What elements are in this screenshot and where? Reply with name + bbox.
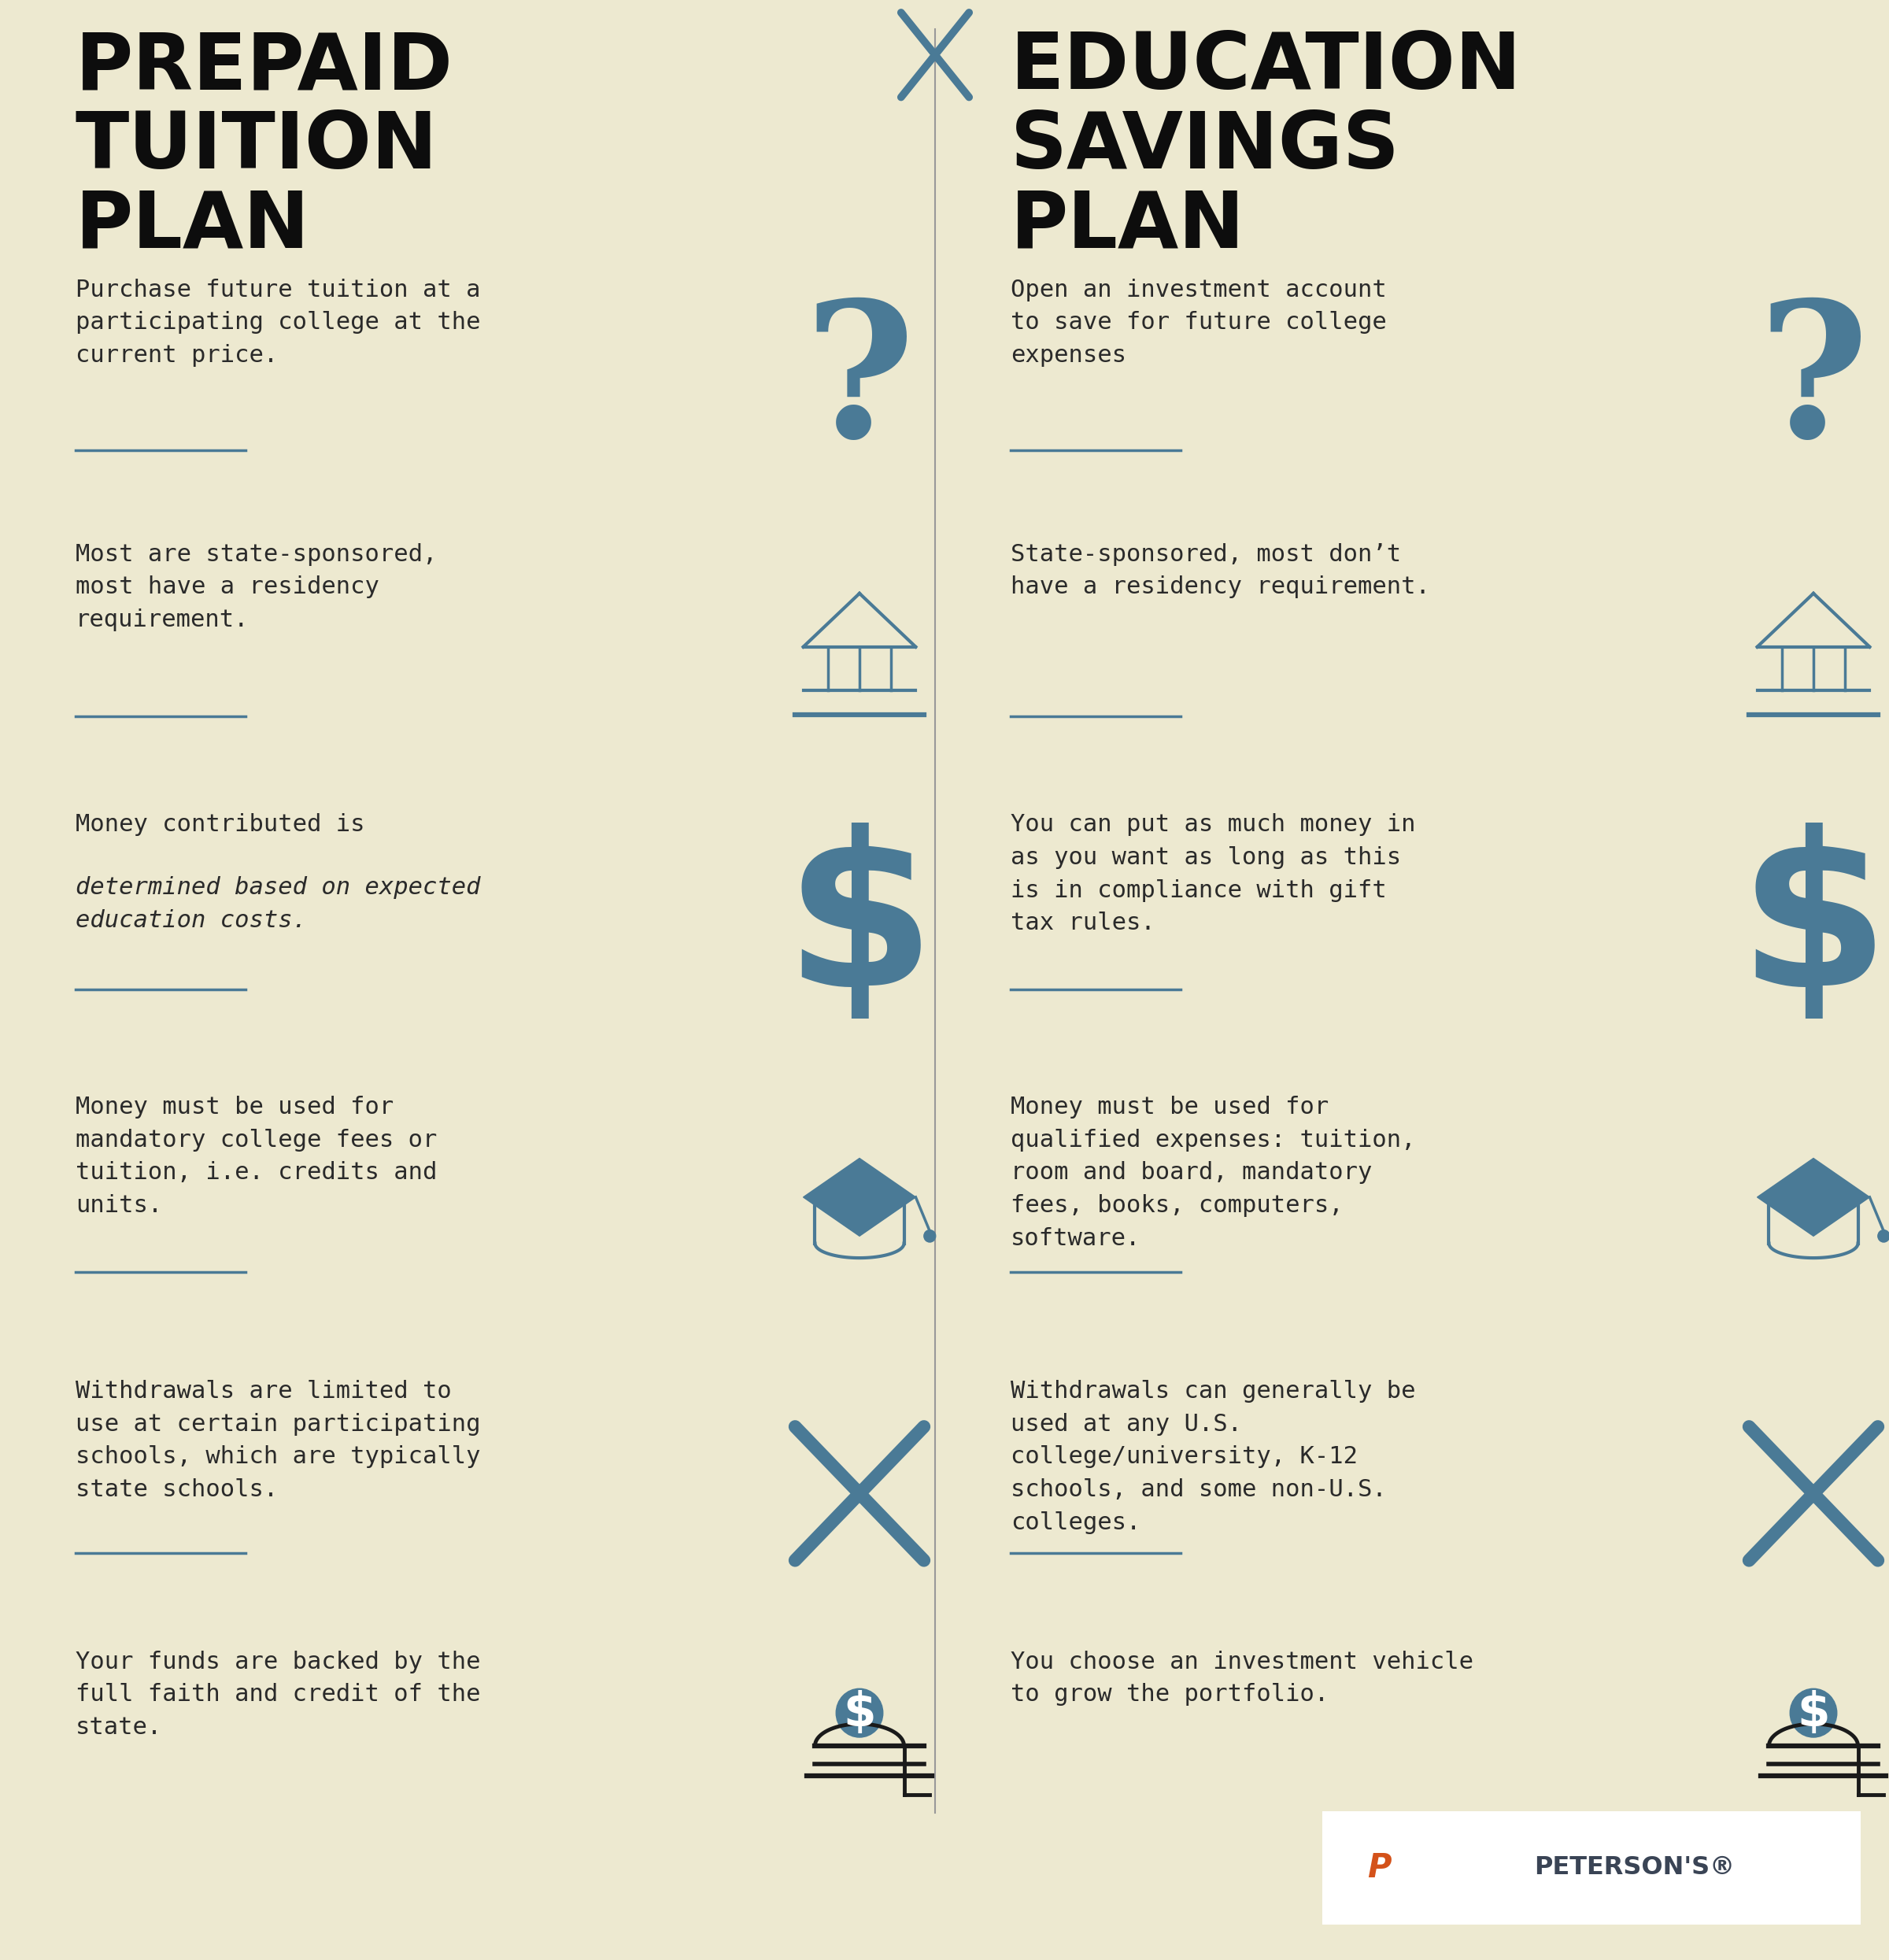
Text: Withdrawals are limited to
use at certain participating
schools, which are typic: Withdrawals are limited to use at certai… (76, 1380, 480, 1501)
Text: $: $ (842, 1690, 876, 1737)
Text: $: $ (1796, 1690, 1830, 1737)
Circle shape (1791, 1690, 1836, 1737)
Text: ?: ? (805, 294, 914, 476)
Circle shape (837, 1690, 882, 1737)
Text: ?: ? (1759, 294, 1868, 476)
Polygon shape (1757, 1158, 1870, 1237)
Text: PETERSON'S®: PETERSON'S® (1534, 1856, 1734, 1880)
Text: Withdrawals can generally be
used at any U.S.
college/university, K-12
schools, : Withdrawals can generally be used at any… (1011, 1380, 1415, 1535)
Text: Money must be used for
mandatory college fees or
tuition, i.e. credits and
units: Money must be used for mandatory college… (76, 1096, 436, 1217)
Text: determined based on expected
education costs.: determined based on expected education c… (76, 876, 480, 931)
Text: Money contributed is: Money contributed is (76, 813, 365, 837)
Text: You can put as much money in
as you want as long as this
is in compliance with g: You can put as much money in as you want… (1011, 813, 1415, 935)
Text: Money must be used for
qualified expenses: tuition,
room and board, mandatory
fe: Money must be used for qualified expense… (1011, 1096, 1415, 1250)
Text: Open an investment account
to save for future college
expenses: Open an investment account to save for f… (1011, 278, 1387, 367)
Text: $: $ (784, 823, 935, 1031)
Text: You choose an investment vehicle
to grow the portfolio.: You choose an investment vehicle to grow… (1011, 1650, 1473, 1705)
Circle shape (1878, 1231, 1889, 1243)
Text: EDUCATION
SAVINGS
PLAN: EDUCATION SAVINGS PLAN (1011, 29, 1523, 265)
Text: Your funds are backed by the
full faith and credit of the
state.: Your funds are backed by the full faith … (76, 1650, 480, 1739)
Text: $: $ (1738, 823, 1889, 1031)
Text: Most are state-sponsored,
most have a residency
requirement.: Most are state-sponsored, most have a re… (76, 543, 436, 631)
Text: State-sponsored, most don’t
have a residency requirement.: State-sponsored, most don’t have a resid… (1011, 543, 1430, 598)
FancyBboxPatch shape (1322, 1811, 1861, 1925)
Polygon shape (803, 1158, 916, 1237)
Text: Purchase future tuition at a
participating college at the
current price.: Purchase future tuition at a participati… (76, 278, 480, 367)
Circle shape (924, 1231, 935, 1243)
Text: Ρ: Ρ (1368, 1852, 1390, 1884)
Text: PREPAID
TUITION
PLAN: PREPAID TUITION PLAN (76, 29, 453, 265)
